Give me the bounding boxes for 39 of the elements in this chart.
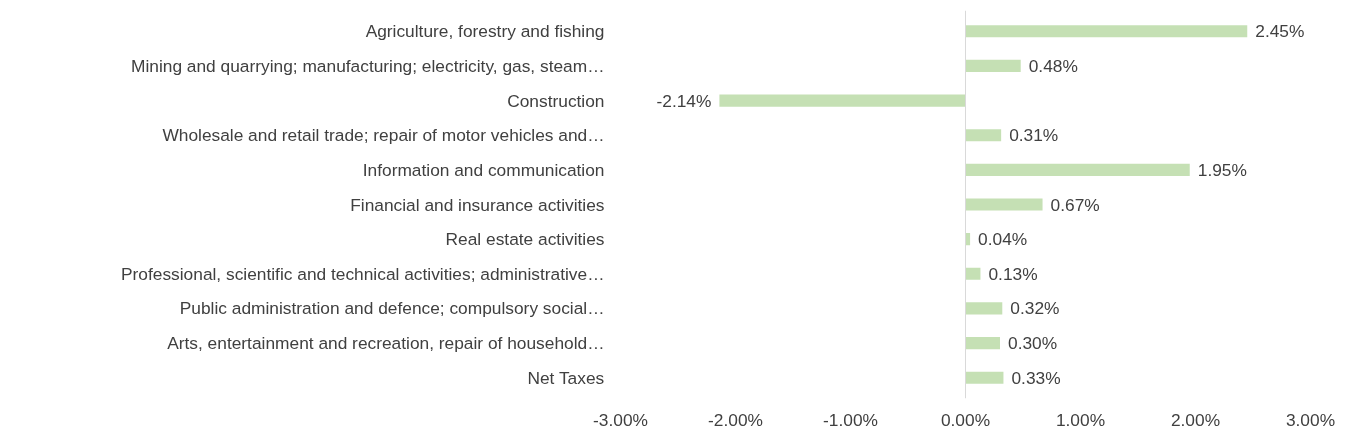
bar xyxy=(965,302,1003,315)
bar xyxy=(965,267,981,280)
data-label: 0.32% xyxy=(1010,298,1060,319)
data-label: 0.33% xyxy=(1011,367,1061,388)
data-label: 2.45% xyxy=(1255,21,1305,42)
y-tick-label: Net Taxes xyxy=(527,367,605,388)
x-tick-label: 0.00% xyxy=(940,409,991,430)
data-label: 0.04% xyxy=(978,229,1028,250)
y-tick-label: Construction xyxy=(507,90,605,111)
bar xyxy=(965,25,1248,38)
data-label: 0.30% xyxy=(1008,333,1058,354)
bar xyxy=(965,59,1021,72)
y-tick-label: Real estate activities xyxy=(445,229,605,250)
x-tick-label: 2.00% xyxy=(1170,409,1221,430)
bar xyxy=(965,129,1002,142)
data-label: 0.48% xyxy=(1028,55,1078,76)
y-tick-label: Professional, scientific and technical activities; administrative… xyxy=(121,263,605,284)
data-label: 1.95% xyxy=(1197,159,1247,180)
x-tick-label: -2.00% xyxy=(708,409,763,430)
y-tick-label: Arts, entertainment and recreation, repair of household… xyxy=(167,333,605,354)
x-tick-label: -1.00% xyxy=(823,409,878,430)
y-tick-label: Agriculture, forestry and fishing xyxy=(365,21,605,42)
data-label: 0.13% xyxy=(988,263,1038,284)
bar xyxy=(965,337,1000,350)
y-tick-label: Financial and insurance activities xyxy=(350,194,605,215)
y-tick-label: Mining and quarrying; manufacturing; electricity, gas, steam… xyxy=(130,55,605,76)
data-label: -2.14% xyxy=(656,90,712,111)
data-label: 0.31% xyxy=(1009,125,1059,146)
bar xyxy=(965,198,1043,211)
x-tick-label: -3.00% xyxy=(593,409,648,430)
y-tick-label: Information and communication xyxy=(362,159,605,180)
x-tick-label: 3.00% xyxy=(1285,409,1336,430)
bar xyxy=(719,94,966,107)
y-tick-label: Wholesale and retail trade; repair of motor vehicles and… xyxy=(162,125,605,146)
x-tick-label: 1.00% xyxy=(1055,409,1106,430)
y-tick-label: Public administration and defence; compulsory social… xyxy=(179,298,605,319)
data-label: 0.67% xyxy=(1050,194,1100,215)
bar xyxy=(965,371,1004,384)
bar xyxy=(965,163,1190,176)
